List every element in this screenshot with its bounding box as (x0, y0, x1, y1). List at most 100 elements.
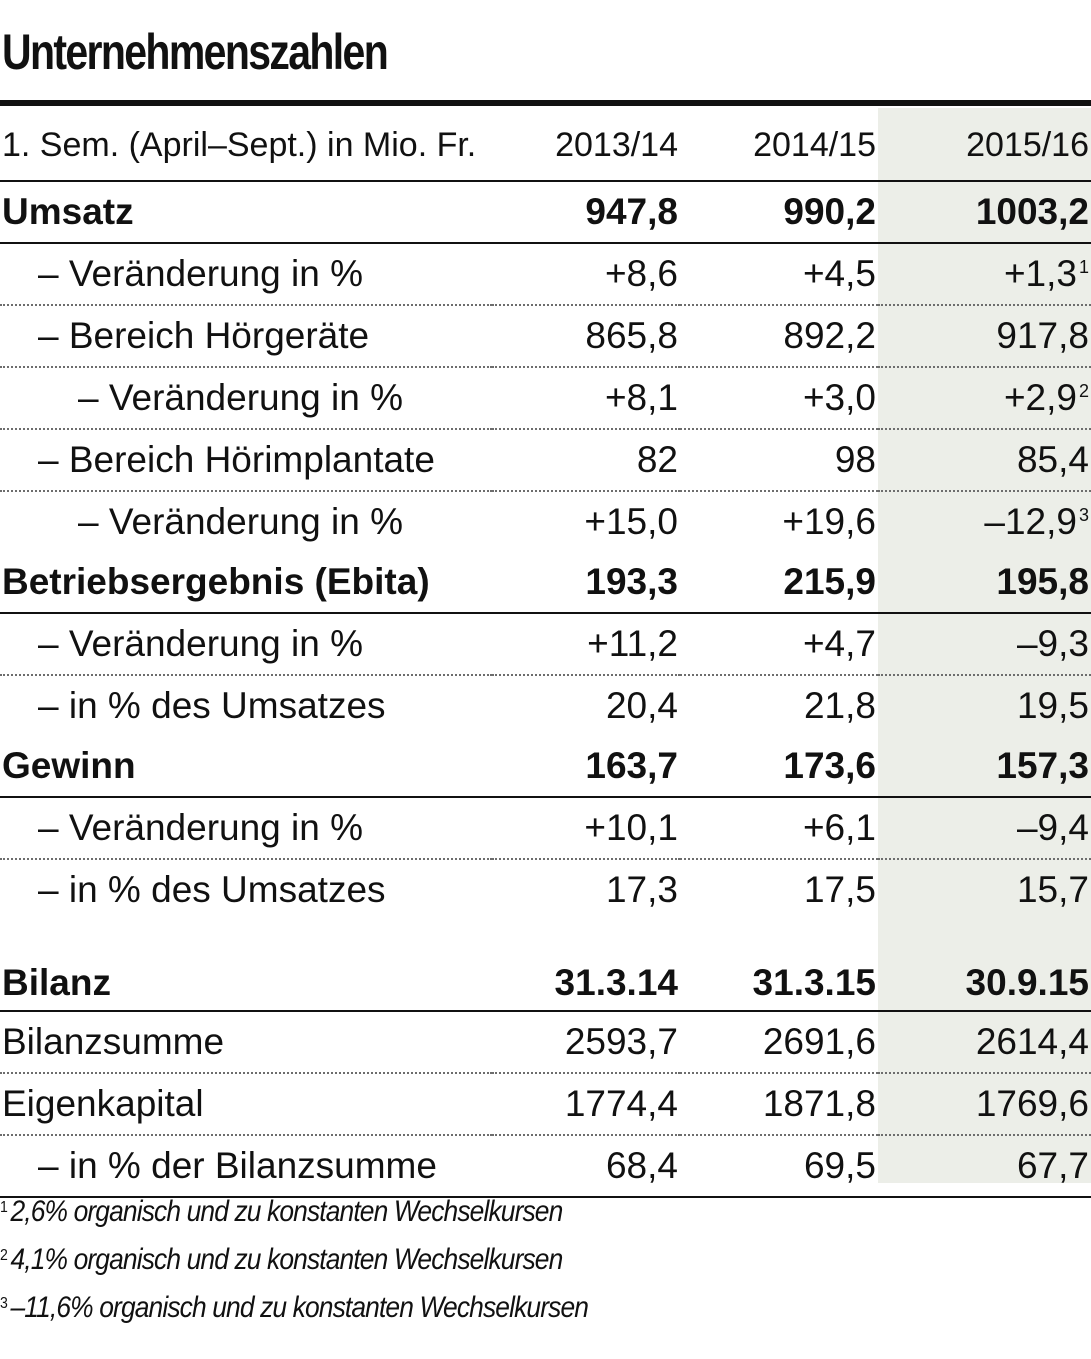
cell-value: 1871,8 (680, 1073, 878, 1136)
cell-value: +19,6 (782, 501, 876, 542)
cell-value: 31.3.14 (492, 920, 680, 1012)
cell-value: 2593,7 (492, 1011, 680, 1074)
cell-value: 865,8 (492, 305, 680, 368)
cell-value: 1769,6 (878, 1073, 1091, 1136)
cell-value: 990,2 (680, 181, 878, 244)
footnote-2: 2 4,1% organisch und zu konstanten Wechse… (0, 1236, 960, 1284)
table-row: – Veränderung in % +10,1 +6,1 –9,4 (0, 797, 1091, 860)
year-header-2013-14: 2013/14 (492, 110, 680, 182)
cell-value: 82 (492, 429, 680, 492)
table-row-bilanz: Bilanz 31.3.14 31.3.15 30.9.15 (0, 920, 1091, 1012)
cell-value-with-footnote: +1,3 1 (878, 243, 1091, 306)
footnote-text: 2,6% organisch und zu konstanten Wechsel… (10, 1195, 563, 1228)
cell-value: 20,4 (605, 685, 678, 726)
figures-table: 1. Sem. (April–Sept.) in Mio. Fr. 2013/1… (0, 110, 1091, 1198)
row-label: Gewinn (0, 736, 492, 798)
footnote-3: 3 –11,6% organisch und zu konstanten Wech… (0, 1284, 960, 1332)
cell-value: 67,7 (878, 1135, 1091, 1198)
row-label: – Veränderung in % (78, 501, 404, 542)
row-label: – in % der Bilanzsumme (0, 1135, 492, 1198)
cell-value: 215,9 (680, 552, 878, 614)
table-row: – in % des Umsatzes 17,3 17,5 15,7 (0, 859, 1091, 920)
footnote-1: 1 2,6% organisch und zu konstanten Wechse… (0, 1188, 960, 1236)
row-label: – Veränderung in % (0, 797, 492, 860)
cell-value: 19,5 (1016, 685, 1089, 726)
row-label: Bilanzsumme (0, 1011, 492, 1074)
footnote-mark: 3 (0, 1295, 8, 1312)
footnote-mark: 2 (1078, 381, 1089, 401)
table-header-row: 1. Sem. (April–Sept.) in Mio. Fr. 2013/1… (0, 110, 1091, 182)
footnote-mark: 1 (0, 1199, 8, 1216)
cell-value: +8,1 (492, 367, 680, 430)
cell-value: +8,6 (492, 243, 680, 306)
footnote-text: 4,1% organisch und zu konstanten Wechsel… (10, 1243, 563, 1276)
footnote-mark: 3 (1078, 505, 1089, 525)
cell-value: +2,9 (1003, 377, 1077, 418)
row-label: – Veränderung in % (0, 243, 492, 306)
cell-value: 2614,4 (878, 1011, 1091, 1074)
table-row-betriebsergebnis: Betriebsergebnis (Ebita) 193,3 215,9 195… (0, 552, 1091, 614)
cell-value-with-footnote: –12,9 3 (878, 491, 1091, 552)
cell-value: +6,1 (680, 797, 878, 860)
cell-value: +15,0 (584, 501, 678, 542)
table-row: – Veränderung in % +8,1 +3,0 +2,9 2 (0, 367, 1091, 430)
cell-value: +4,5 (680, 243, 878, 306)
table-row: Bilanzsumme 2593,7 2691,6 2614,4 (0, 1011, 1091, 1074)
footnote-mark: 2 (0, 1247, 8, 1264)
table-row: – in % der Bilanzsumme 68,4 69,5 67,7 (0, 1135, 1091, 1198)
cell-value: 85,4 (878, 429, 1091, 492)
cell-value: 157,3 (878, 736, 1091, 798)
year-header-2014-15: 2014/15 (680, 110, 878, 182)
cell-value: 892,2 (680, 305, 878, 368)
table-row: – Veränderung in % +15,0 +19,6 –12,9 3 (0, 491, 1091, 552)
row-label: – in % des Umsatzes (38, 869, 386, 910)
cell-value: 163,7 (492, 736, 680, 798)
cell-value: 1003,2 (878, 181, 1091, 244)
table-row: – Veränderung in % +11,2 +4,7 –9,3 (0, 613, 1091, 676)
row-label: Bilanz (0, 920, 492, 1012)
row-label: Eigenkapital (0, 1073, 492, 1136)
row-label: Umsatz (0, 181, 492, 244)
cell-value: 69,5 (680, 1135, 878, 1198)
table-row: – in % des Umsatzes 20,4 21,8 19,5 (0, 675, 1091, 736)
table-row: Eigenkapital 1774,4 1871,8 1769,6 (0, 1073, 1091, 1136)
row-label: – Veränderung in % (0, 613, 492, 676)
cell-value: 2691,6 (680, 1011, 878, 1074)
cell-value: –9,3 (878, 613, 1091, 676)
cell-value: +1,3 (1003, 253, 1077, 294)
footnotes: 1 2,6% organisch und zu konstanten Wechse… (0, 1188, 1091, 1332)
cell-value: 21,8 (803, 685, 876, 726)
row-label: – Veränderung in % (0, 367, 492, 430)
cell-value-with-footnote: +2,9 2 (878, 367, 1091, 430)
cell-value: 17,3 (605, 869, 678, 910)
cell-value: –12,9 (984, 501, 1077, 542)
table-row: – Bereich Hörimplantate 82 98 85,4 (0, 429, 1091, 492)
period-label: 1. Sem. (April–Sept.) in Mio. Fr. (0, 110, 492, 182)
cell-value: 193,3 (492, 552, 680, 614)
row-label: – Bereich Hörimplantate (0, 429, 492, 492)
cell-value: 173,6 (680, 736, 878, 798)
table-row: – Bereich Hörgeräte 865,8 892,2 917,8 (0, 305, 1091, 368)
row-label: – in % des Umsatzes (38, 685, 386, 726)
year-header-2015-16: 2015/16 (878, 110, 1091, 182)
row-label: – Bereich Hörgeräte (0, 305, 492, 368)
cell-value: +11,2 (492, 613, 680, 676)
table-row-gewinn: Gewinn 163,7 173,6 157,3 (0, 736, 1091, 798)
cell-value: +3,0 (680, 367, 878, 430)
cell-value: 30.9.15 (878, 920, 1091, 1012)
cell-value: 68,4 (492, 1135, 680, 1198)
cell-value: 98 (680, 429, 878, 492)
cell-value: 17,5 (803, 869, 876, 910)
table-row: – Veränderung in % +8,6 +4,5 +1,3 1 (0, 243, 1091, 306)
cell-value: 917,8 (878, 305, 1091, 368)
cell-value: –9,4 (878, 797, 1091, 860)
table-row-umsatz: Umsatz 947,8 990,2 1003,2 (0, 181, 1091, 244)
cell-value: 195,8 (878, 552, 1091, 614)
footnote-text: –11,6% organisch und zu konstanten Wechs… (10, 1291, 589, 1324)
cell-value: +10,1 (492, 797, 680, 860)
title-rule (0, 100, 1091, 106)
cell-value: 31.3.15 (680, 920, 878, 1012)
cell-value: +4,7 (680, 613, 878, 676)
row-label: Betriebsergebnis (Ebita) (0, 552, 492, 614)
